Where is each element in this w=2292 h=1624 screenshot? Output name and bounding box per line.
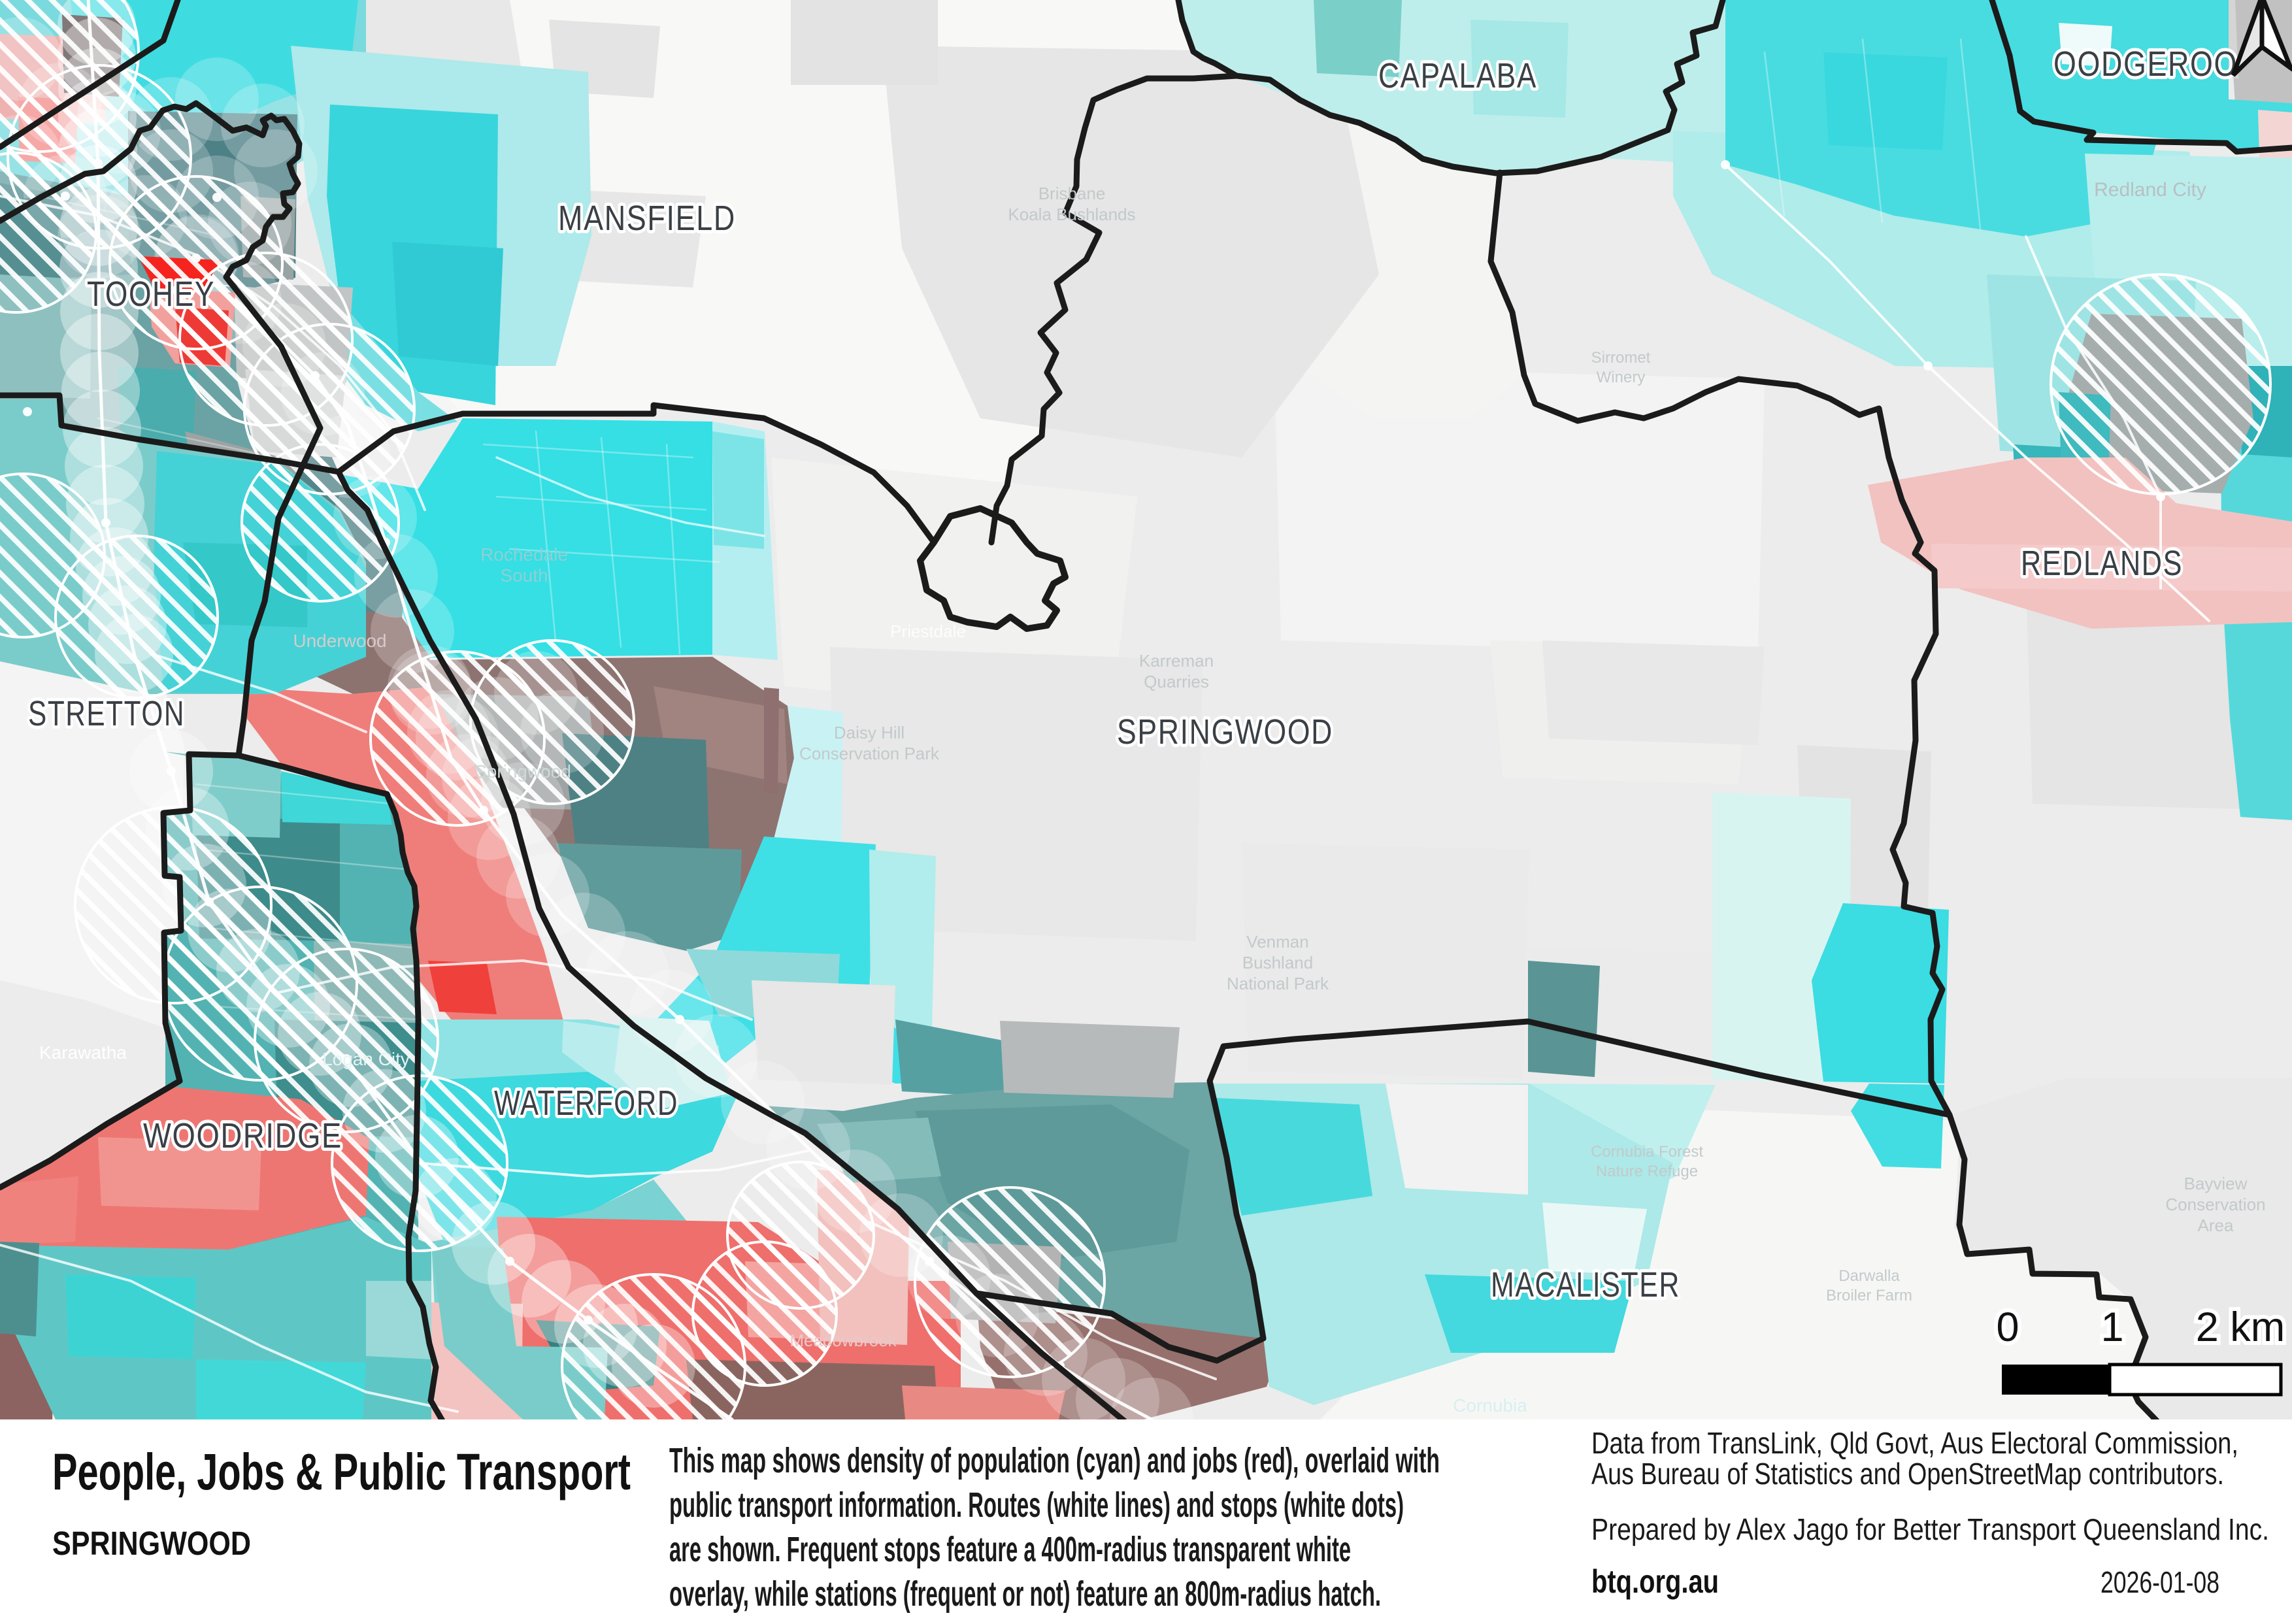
- svg-text:People, Jobs & Public Transpor: People, Jobs & Public Transport: [52, 1442, 631, 1500]
- svg-text:Karreman: Karreman: [1139, 651, 1214, 671]
- svg-text:Venman: Venman: [1246, 932, 1308, 952]
- svg-text:OODGEROO: OODGEROO: [2053, 44, 2238, 84]
- svg-text:public transport information.: public transport information. Routes (wh…: [669, 1485, 1404, 1525]
- svg-text:Cornubia: Cornubia: [1453, 1395, 1527, 1416]
- svg-text:Area: Area: [2198, 1216, 2234, 1235]
- svg-text:1: 1: [2101, 1304, 2123, 1350]
- svg-text:Logan City: Logan City: [322, 1049, 410, 1069]
- svg-text:SPRINGWOOD: SPRINGWOOD: [1117, 712, 1333, 752]
- svg-text:2 km: 2 km: [2196, 1304, 2285, 1350]
- svg-text:Karawatha: Karawatha: [39, 1042, 127, 1063]
- svg-text:Bushland: Bushland: [1242, 953, 1313, 972]
- svg-text:are shown. Frequent stops feat: are shown. Frequent stops feature a 400m…: [669, 1530, 1351, 1569]
- svg-text:Underwood: Underwood: [293, 631, 386, 651]
- svg-text:This map shows density of popu: This map shows density of population (cy…: [669, 1441, 1440, 1480]
- svg-text:South: South: [500, 565, 548, 586]
- svg-text:Conservation Park: Conservation Park: [799, 744, 940, 763]
- svg-text:CAPALABA: CAPALABA: [1378, 56, 1537, 95]
- svg-text:overlay, while stations (frequ: overlay, while stations (frequent or not…: [669, 1574, 1381, 1614]
- svg-text:2026-01-08: 2026-01-08: [2101, 1565, 2219, 1599]
- svg-text:MACALISTER: MACALISTER: [1491, 1265, 1680, 1304]
- svg-text:Cornubia Forest: Cornubia Forest: [1591, 1143, 1703, 1161]
- svg-text:WATERFORD: WATERFORD: [494, 1084, 678, 1123]
- svg-text:Springwood: Springwood: [474, 761, 571, 782]
- svg-text:Brisbane: Brisbane: [1038, 184, 1106, 203]
- svg-text:STRETTON: STRETTON: [28, 694, 185, 733]
- svg-text:Winery: Winery: [1597, 369, 1646, 386]
- svg-text:REDLANDS: REDLANDS: [2021, 544, 2183, 583]
- svg-text:Koala Bushlands: Koala Bushlands: [1008, 205, 1135, 224]
- svg-text:Meadowbrook: Meadowbrook: [789, 1331, 897, 1350]
- svg-text:National Park: National Park: [1227, 974, 1329, 993]
- svg-text:Aus Bureau of Statistics and O: Aus Bureau of Statistics and OpenStreetM…: [1591, 1457, 2224, 1491]
- svg-text:TOOHEY: TOOHEY: [87, 274, 215, 314]
- svg-text:Rochedale: Rochedale: [480, 544, 568, 565]
- svg-text:MANSFIELD: MANSFIELD: [558, 199, 736, 238]
- svg-text:Nature Refuge: Nature Refuge: [1596, 1163, 1698, 1180]
- svg-text:Priestdale: Priestdale: [890, 621, 966, 641]
- svg-text:SPRINGWOOD: SPRINGWOOD: [52, 1525, 251, 1562]
- svg-text:0: 0: [1996, 1304, 2019, 1350]
- svg-text:Broiler Farm: Broiler Farm: [1826, 1287, 1912, 1304]
- svg-text:Daisy Hill: Daisy Hill: [834, 723, 905, 742]
- svg-text:WOODRIDGE: WOODRIDGE: [143, 1116, 342, 1155]
- svg-text:Quarries: Quarries: [1144, 672, 1209, 691]
- svg-text:btq.org.au: btq.org.au: [1591, 1563, 1719, 1600]
- svg-text:Conservation: Conservation: [2165, 1195, 2265, 1214]
- svg-text:Data from TransLink, Qld Govt: Data from TransLink, Qld Govt, Aus Elect…: [1591, 1426, 2238, 1460]
- svg-text:Redland City: Redland City: [2094, 179, 2206, 201]
- svg-text:Darwalla: Darwalla: [1838, 1267, 1900, 1285]
- svg-text:Prepared by Alex Jago for Bett: Prepared by Alex Jago for Better Transpo…: [1591, 1512, 2269, 1546]
- svg-text:Sirromet: Sirromet: [1591, 349, 1651, 367]
- svg-text:Bayview: Bayview: [2184, 1174, 2248, 1193]
